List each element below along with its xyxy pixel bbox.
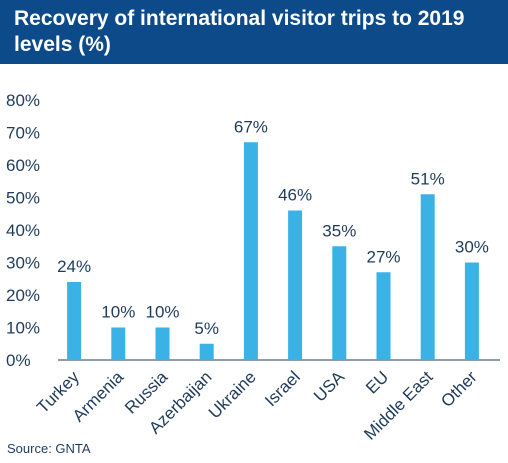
data-label: 46% xyxy=(278,186,312,205)
data-label: 51% xyxy=(411,169,445,188)
y-tick-label: 0% xyxy=(6,351,31,370)
data-label: 67% xyxy=(234,117,268,136)
bar xyxy=(199,343,214,360)
bar xyxy=(376,272,391,360)
bar xyxy=(464,262,479,360)
y-tick-label: 60% xyxy=(6,156,40,175)
bar xyxy=(155,327,170,360)
x-tick-label: Other xyxy=(437,367,481,411)
data-label: 35% xyxy=(322,221,356,240)
data-label: 27% xyxy=(366,247,400,266)
y-tick-label: 70% xyxy=(6,124,40,143)
title-bar xyxy=(0,0,508,64)
y-tick-label: 20% xyxy=(6,286,40,305)
data-label: 30% xyxy=(455,238,489,257)
x-tick-label: Israel xyxy=(261,367,304,410)
x-tick-label: EU xyxy=(362,367,392,397)
chart-title: Recovery of international visitor trips … xyxy=(14,7,465,56)
bar xyxy=(332,246,347,360)
bar xyxy=(67,282,82,360)
data-label: 5% xyxy=(194,319,219,338)
y-tick-label: 30% xyxy=(6,254,40,273)
data-label: 10% xyxy=(101,303,135,322)
x-tick-label: Ukraine xyxy=(205,367,260,422)
data-label: 24% xyxy=(57,257,91,276)
source-note: Source: GNTA xyxy=(7,441,91,456)
y-tick-label: 40% xyxy=(6,221,40,240)
y-tick-label: 10% xyxy=(6,319,40,338)
bar xyxy=(420,194,435,360)
x-tick-label: USA xyxy=(310,367,349,406)
bar xyxy=(111,327,126,360)
y-tick-label: 80% xyxy=(6,91,40,110)
bar xyxy=(288,210,303,360)
y-tick-label: 50% xyxy=(6,189,40,208)
bar xyxy=(243,142,258,360)
data-label: 10% xyxy=(145,303,179,322)
